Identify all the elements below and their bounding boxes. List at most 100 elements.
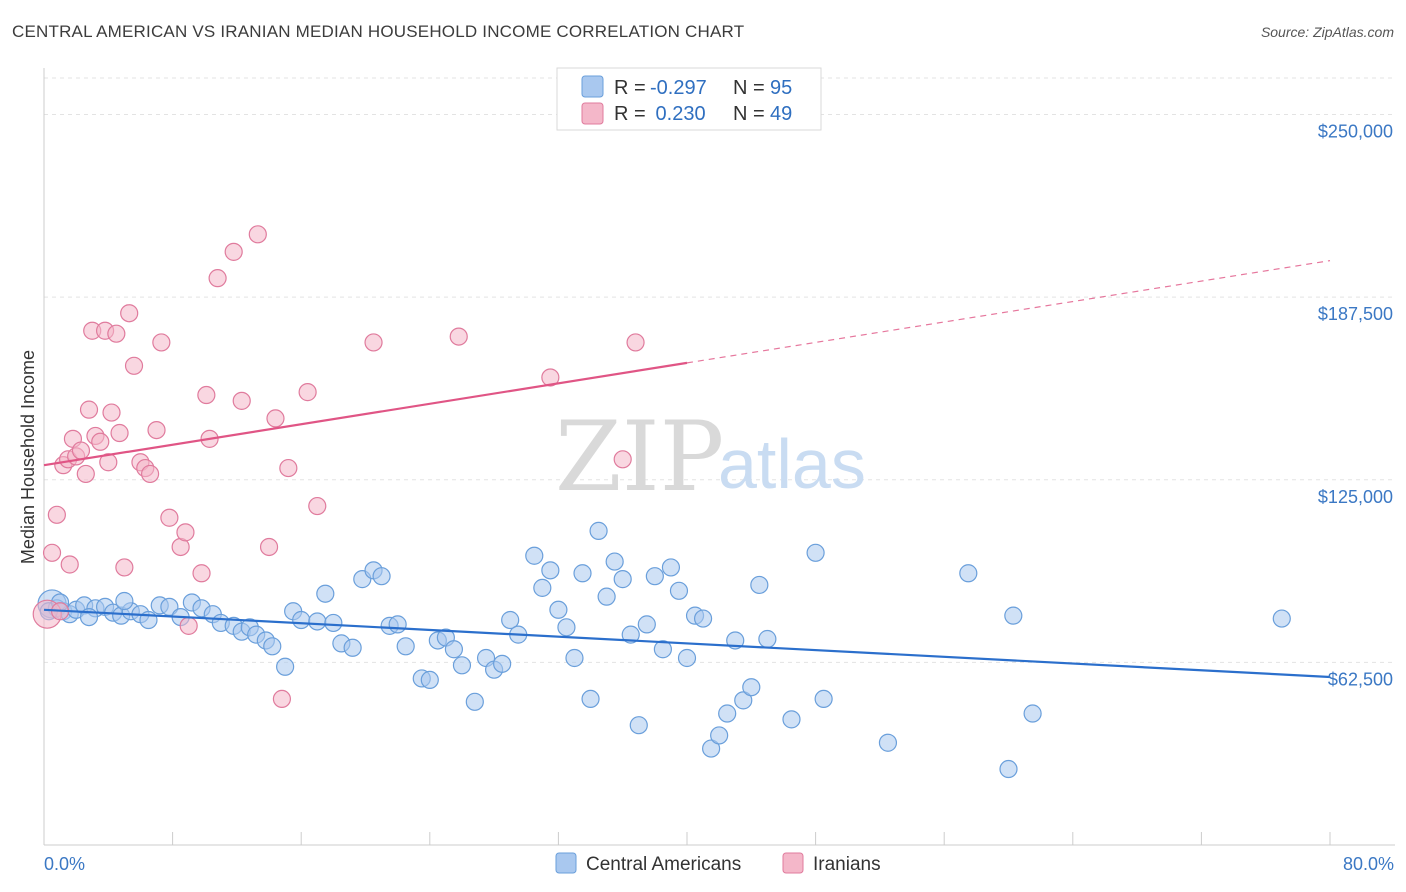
point-central-american <box>782 710 801 729</box>
point-central-american <box>1023 704 1042 723</box>
point-iranian <box>364 333 383 352</box>
point-iranian <box>279 458 298 478</box>
legend-swatch-central-americans <box>581 75 604 98</box>
point-central-american <box>613 570 632 589</box>
point-central-american <box>557 618 576 637</box>
chart-source: Source: ZipAtlas.com <box>1260 24 1394 40</box>
point-central-american <box>589 521 608 540</box>
point-central-american <box>581 689 600 709</box>
trend-line-iranians <box>43 361 688 467</box>
point-iranian <box>140 464 160 484</box>
point-central-american <box>693 609 713 628</box>
point-central-american <box>533 578 552 597</box>
point-iranian <box>160 508 179 527</box>
point-iranian <box>266 409 285 428</box>
point-central-american <box>549 600 568 619</box>
point-iranian <box>626 333 645 352</box>
bottom-legend-label-central-americans: Central Americans <box>586 854 741 875</box>
legend-n-value-2: 49 <box>770 103 792 125</box>
point-central-american <box>1272 609 1291 628</box>
point-iranian <box>99 453 118 472</box>
legend-n-value-1: 95 <box>770 77 792 99</box>
point-central-american <box>661 558 681 577</box>
point-central-american <box>637 615 656 634</box>
y-tick-label: $125,000 <box>1318 487 1393 507</box>
point-iranian <box>224 242 243 261</box>
point-iranian <box>541 368 560 387</box>
point-central-american <box>999 759 1018 779</box>
point-iranian <box>613 450 632 469</box>
trend-lines <box>43 260 1331 679</box>
point-iranian <box>298 383 317 402</box>
legend-swatch-iranians <box>581 102 604 125</box>
trend-line-central-americans <box>43 608 1331 679</box>
point-central-american <box>653 640 672 659</box>
y-tick-label: $62,500 <box>1328 669 1393 689</box>
point-iranian <box>449 327 468 346</box>
point-iranian <box>152 333 171 352</box>
point-central-american <box>372 567 391 586</box>
point-iranian <box>232 391 251 410</box>
point-central-american <box>677 648 697 668</box>
point-iranian <box>102 403 121 422</box>
point-central-american <box>669 581 689 600</box>
point-central-american <box>565 648 584 668</box>
point-central-american <box>878 733 898 752</box>
y-tick-label: $187,500 <box>1318 304 1393 324</box>
point-central-american <box>324 613 343 633</box>
point-iranian <box>248 225 267 244</box>
watermark-zip: ZIP <box>555 401 724 513</box>
watermark-atlas: atlas <box>718 425 866 503</box>
point-central-american <box>316 584 335 603</box>
x-tick-marks <box>43 832 1331 845</box>
point-central-american <box>263 637 282 656</box>
data-points <box>32 225 1291 779</box>
point-iranian <box>42 543 62 562</box>
legend-n-label-1: N = <box>733 77 765 99</box>
grid-lines <box>44 77 1395 663</box>
point-central-american <box>710 726 729 745</box>
point-central-american <box>645 567 664 586</box>
point-central-american <box>758 629 777 649</box>
point-central-american <box>814 689 833 709</box>
chart-title: CENTRAL AMERICAN VS IRANIAN MEDIAN HOUSE… <box>12 22 745 41</box>
point-central-american <box>308 612 327 631</box>
bottom-legend-label-iranians: Iranians <box>813 854 881 875</box>
point-central-american <box>388 615 407 634</box>
bottom-legend-swatch-iranians <box>782 852 804 874</box>
point-iranian <box>208 269 227 288</box>
point-central-american <box>1004 606 1023 625</box>
point-central-american <box>343 638 362 657</box>
point-iranian <box>79 400 99 419</box>
point-central-american <box>621 625 640 644</box>
point-central-american <box>525 546 544 565</box>
watermark: ZIP atlas <box>555 401 866 513</box>
point-iranian <box>147 420 166 440</box>
point-central-american <box>276 657 295 676</box>
point-central-american <box>420 670 439 690</box>
legend-box: R = -0.297 N = 95 R = 0.230 N = 49 <box>556 67 822 131</box>
point-iranian <box>308 496 327 516</box>
point-central-american <box>573 564 592 583</box>
point-central-american <box>444 640 464 659</box>
point-central-american <box>734 691 753 710</box>
trend-line-iranians-extension <box>686 260 1331 364</box>
y-axis-label: Median Household Income <box>18 350 38 564</box>
point-central-american <box>452 656 472 675</box>
point-iranian <box>179 616 198 635</box>
point-central-american <box>742 678 761 697</box>
point-iranian <box>124 356 144 375</box>
point-iranian <box>176 523 195 542</box>
point-iranian <box>76 464 95 484</box>
x-tick-label-max: 80.0% <box>1343 854 1394 874</box>
point-iranian <box>47 505 66 524</box>
point-central-american <box>115 591 134 611</box>
legend-r-value-1: -0.297 <box>650 77 707 99</box>
point-iranian <box>272 689 292 709</box>
bottom-legend: Central Americans Iranians <box>555 852 881 875</box>
point-central-american <box>597 587 616 606</box>
bottom-legend-swatch-central-americans <box>555 852 577 874</box>
point-central-american <box>493 654 512 673</box>
point-central-american <box>959 564 978 583</box>
